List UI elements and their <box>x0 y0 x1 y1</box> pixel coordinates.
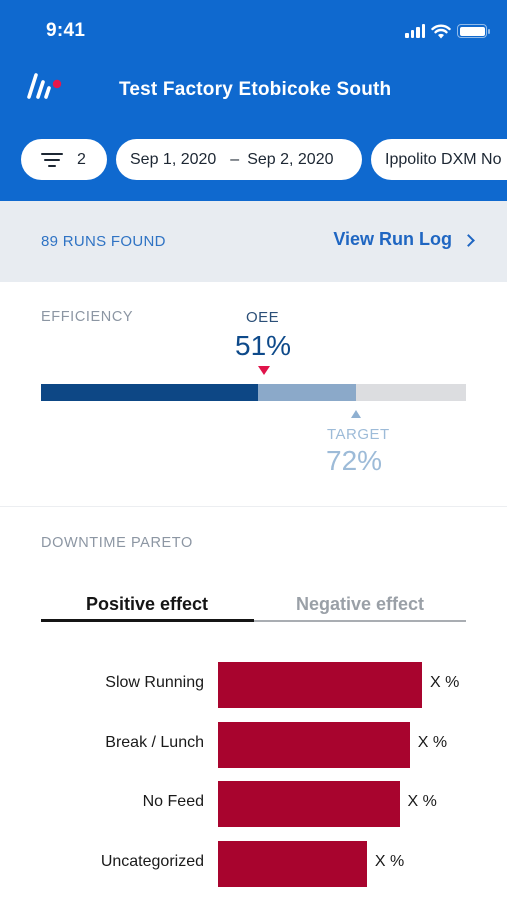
target-label: TARGET <box>327 426 390 443</box>
efficiency-heading: EFFICIENCY <box>41 309 134 325</box>
oee-marker-icon <box>258 366 270 375</box>
date-end: Sep 2, 2020 <box>247 150 334 168</box>
pareto-row: No Feed X % <box>0 781 507 827</box>
battery-icon <box>457 24 490 38</box>
pareto-category-label: Uncategorized <box>100 852 204 870</box>
target-value: 72% <box>326 445 383 476</box>
inactive-tab-indicator <box>254 620 466 622</box>
machine-chip[interactable]: Ippolito DXM No <box>371 139 507 180</box>
runs-bar: 89 RUNS FOUND View Run Log <box>0 201 507 282</box>
oee-label: OEE <box>246 309 280 326</box>
oee-fill <box>41 384 258 401</box>
pareto-category-label: Break / Lunch <box>105 733 204 751</box>
filter-chip[interactable]: 2 <box>21 139 107 180</box>
pareto-bar[interactable] <box>218 721 410 768</box>
efficiency-bar <box>41 384 466 401</box>
date-range-chip[interactable]: Sep 1, 2020 – Sep 2, 2020 <box>116 139 362 180</box>
filter-count: 2 <box>77 150 86 168</box>
filter-icon <box>41 152 63 168</box>
downtime-pareto-heading: DOWNTIME PARETO <box>41 535 193 551</box>
app-header: 9:41 Test Factory Etobicoke South 2 Sep … <box>0 0 507 201</box>
pareto-row: Uncategorized X % <box>0 840 507 887</box>
pareto-category-label: Slow Running <box>105 674 204 691</box>
pareto-value-label: X % <box>374 852 405 870</box>
view-run-log-label: View Run Log <box>333 229 452 249</box>
chevron-right-icon <box>462 233 475 247</box>
tab-negative-effect[interactable]: Negative effect <box>295 594 425 614</box>
active-tab-indicator <box>41 619 254 622</box>
pareto-row: Slow Running X % <box>0 662 507 708</box>
cellular-signal-icon <box>405 24 425 38</box>
view-run-log-link[interactable]: View Run Log <box>333 229 475 250</box>
pareto-bar[interactable] <box>218 840 367 887</box>
section-divider <box>0 506 507 507</box>
tab-positive-effect[interactable]: Positive effect <box>85 594 209 614</box>
machine-name: Ippolito DXM No <box>385 150 502 168</box>
date-separator: – <box>230 150 240 168</box>
runs-found-count: 89 RUNS FOUND <box>41 233 166 250</box>
pareto-category-label: No Feed <box>142 793 204 810</box>
oee-value: 51% <box>235 330 292 361</box>
pareto-value-label: X % <box>407 793 437 810</box>
pareto-row: Break / Lunch X % <box>0 721 507 768</box>
pareto-value-label: X % <box>417 733 448 751</box>
pareto-bar[interactable] <box>218 662 422 708</box>
app-logo-icon <box>27 73 62 99</box>
status-icons <box>405 22 490 40</box>
target-marker-icon <box>351 410 361 418</box>
pareto-value-label: X % <box>430 674 460 691</box>
date-start: Sep 1, 2020 <box>130 150 217 168</box>
wifi-icon <box>431 24 451 38</box>
pareto-bar[interactable] <box>218 781 400 827</box>
status-time: 9:41 <box>46 20 86 41</box>
factory-title[interactable]: Test Factory Etobicoke South <box>119 79 392 100</box>
